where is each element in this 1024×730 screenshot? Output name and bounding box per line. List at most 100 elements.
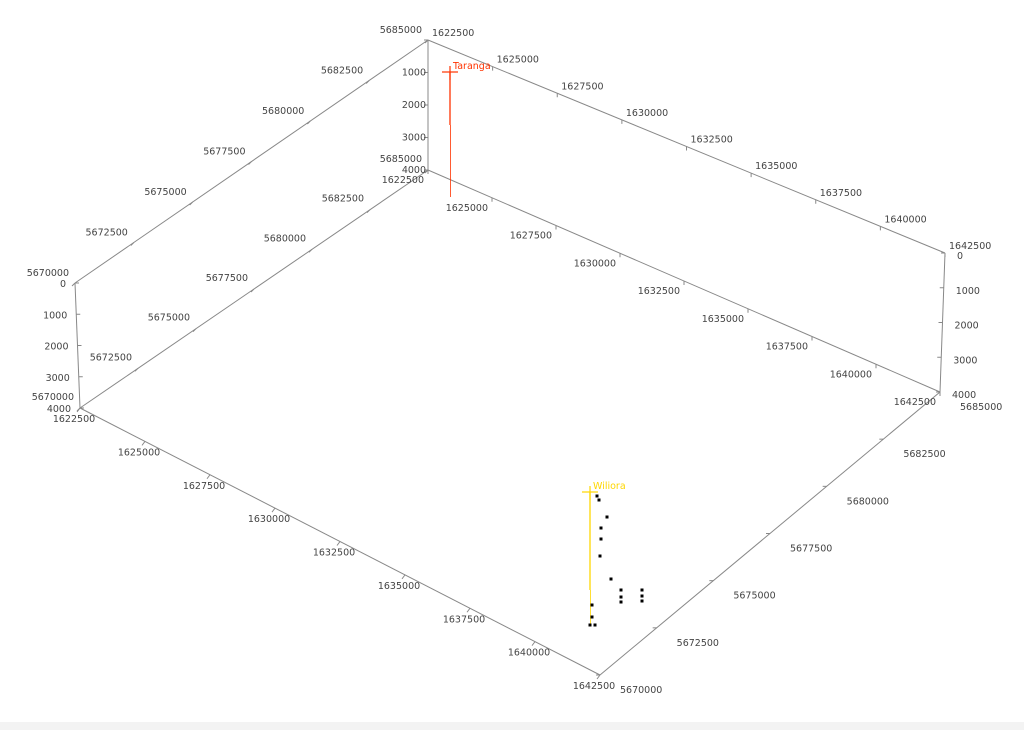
bottom-back-y-axis-tick-label: 5677500 <box>206 273 248 284</box>
bottom-back-x-axis-tick-label: 1622500 <box>382 175 424 186</box>
sample-point <box>640 599 644 603</box>
right-z-axis-tick-label: 4000 <box>952 390 976 401</box>
top-x-axis-tick-label: 1635000 <box>755 161 797 172</box>
sample-point <box>593 623 597 627</box>
top-x-axis-tick-label: 1632500 <box>691 135 733 146</box>
top-y-axis-tick-label: 5677500 <box>203 147 245 158</box>
front-y-axis-tick-label: 5685000 <box>960 402 1002 413</box>
right-z-axis-tick-label: 2000 <box>955 321 979 332</box>
front-x-axis-tick <box>336 541 341 546</box>
top-y-axis-tick-label: 5685000 <box>380 25 422 36</box>
front-x-axis-tick-label: 1625000 <box>118 447 160 458</box>
front-y-axis-tick-label: 5672500 <box>677 638 719 649</box>
front-x-axis-tick-label: 1627500 <box>183 481 225 492</box>
sample-point <box>598 554 602 558</box>
top-y-axis-tick <box>306 120 311 125</box>
front-y-axis-tick-label: 5682500 <box>903 449 945 460</box>
top-y-axis-tick-label: 5670000 <box>27 268 69 279</box>
sample-point <box>599 526 603 530</box>
left-z-axis-tick-label: 2000 <box>44 342 68 353</box>
left-z-axis-tick-label: 4000 <box>47 404 71 415</box>
bottom-back-y-axis-tick <box>250 288 255 293</box>
front-x-axis-tick-label: 1635000 <box>378 581 420 592</box>
top-y-axis-tick-label: 5682500 <box>321 66 363 77</box>
left-z-axis-tick-label: 0 <box>60 279 66 290</box>
right-z-axis-tick-label: 1000 <box>956 286 980 297</box>
front-x-axis-tick <box>466 607 471 613</box>
right-z-axis-tick-label: 0 <box>957 251 963 262</box>
sample-point <box>609 577 613 581</box>
bottom-back-y-axis-tick-label: 5682500 <box>322 194 364 205</box>
top-y-axis-tick <box>189 201 194 206</box>
sample-point <box>619 588 623 592</box>
front-x-axis-tick-label: 1642500 <box>573 681 615 692</box>
bottom-back-y-axis-tick <box>366 209 371 214</box>
well-label: Taranga <box>452 61 491 72</box>
top-y-axis-tick <box>71 282 76 287</box>
bottom-back-x-axis-tick-label: 1642500 <box>894 397 936 408</box>
back-z-axis-tick-label: 2000 <box>402 100 426 111</box>
top-y-axis-tick <box>130 242 135 246</box>
bottom-back-y-axis-tick <box>424 169 429 174</box>
sample-point <box>590 603 594 607</box>
front-x-axis-tick-label: 1622500 <box>53 414 95 425</box>
top-x-axis-tick-label: 1642500 <box>949 241 991 252</box>
sample-point <box>619 600 623 604</box>
front-x-axis-tick-label: 1632500 <box>313 548 355 559</box>
top-x-axis-tick-label: 1630000 <box>626 108 668 119</box>
bottom-back-x-axis-tick-label: 1630000 <box>574 258 616 269</box>
front-x-axis-tick <box>531 641 536 646</box>
well-label: Wiliora <box>593 481 626 492</box>
front-x-axis-tick <box>401 574 406 580</box>
sample-point <box>588 623 592 627</box>
bottom-back-x-axis-tick-label: 1627500 <box>510 231 552 242</box>
bottom-back-x-axis-tick-label: 1637500 <box>766 342 808 353</box>
top-y-axis-tick-label: 5672500 <box>86 228 128 239</box>
top-x-axis-tick-label: 1627500 <box>561 81 603 92</box>
top-x-axis-tick-label: 1625000 <box>497 55 539 66</box>
bottom-back-y-axis-tick <box>134 367 139 372</box>
bottom-back-x-axis-tick-label: 1640000 <box>830 369 872 380</box>
top-x-axis-tick-label: 1622500 <box>432 28 474 39</box>
top-y-axis-tick-label: 5680000 <box>262 106 304 117</box>
front-y-axis-tick-label: 5675000 <box>733 591 775 602</box>
bottom-back-y-axis-tick-label: 5680000 <box>264 233 306 244</box>
bottom-back-y-axis-tick-label: 5685000 <box>380 154 422 165</box>
front-x-axis-tick-label: 1640000 <box>508 648 550 659</box>
front-x-axis-tick <box>76 407 81 413</box>
top-y-axis-tick-label: 5675000 <box>144 187 186 198</box>
front-x-axis-tick-label: 1630000 <box>248 514 290 525</box>
bottom-back-x-axis-tick-label: 1635000 <box>702 314 744 325</box>
sample-point <box>595 494 599 498</box>
sample-point <box>640 588 644 592</box>
sample-point <box>619 595 623 599</box>
top-y-axis-tick <box>248 161 252 165</box>
sample-point <box>640 594 644 598</box>
front-x-axis-tick <box>141 441 146 446</box>
sample-point <box>597 498 601 502</box>
bottom-back-y-axis-tick <box>192 328 197 333</box>
bottom-back-y-axis-tick-label: 5670000 <box>32 392 74 403</box>
back-z-axis-tick-label: 3000 <box>402 133 426 144</box>
left-z-axis-tick-label: 1000 <box>43 310 67 321</box>
front-y-axis-tick-label: 5670000 <box>620 685 662 696</box>
left-z-axis-tick-label: 3000 <box>46 373 70 384</box>
front-x-axis-tick-label: 1637500 <box>443 614 485 625</box>
bottom-back-x-axis-tick-label: 1625000 <box>446 203 488 214</box>
bottom-back-y-axis-tick <box>308 248 313 253</box>
sample-point <box>590 615 594 619</box>
top-x-axis-tick-label: 1637500 <box>820 188 862 199</box>
top-x-axis-tick-label: 1640000 <box>884 214 926 225</box>
back-z-axis-tick-label: 4000 <box>402 165 426 176</box>
front-x-axis-tick <box>596 674 601 680</box>
top-y-axis-tick <box>365 80 370 84</box>
bottom-back-x-axis-tick-label: 1632500 <box>638 286 680 297</box>
front-x-axis-tick <box>271 507 276 513</box>
sample-point <box>599 537 603 541</box>
front-x-axis-tick <box>206 474 211 480</box>
sample-point <box>605 515 609 519</box>
front-y-axis-tick-label: 5680000 <box>847 496 889 507</box>
bottom-back-y-axis-tick-label: 5672500 <box>90 352 132 363</box>
back-z-axis-tick-label: 1000 <box>402 68 426 79</box>
